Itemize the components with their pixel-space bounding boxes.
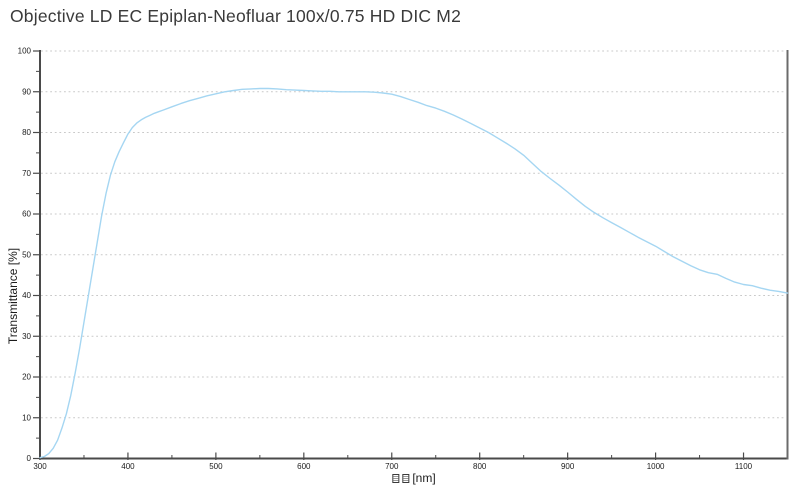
y-tick-label: 90 bbox=[22, 87, 31, 96]
chart-title: Objective LD EC Epiplan-Neofluar 100x/0.… bbox=[10, 6, 462, 26]
x-tick-label: 1000 bbox=[647, 462, 665, 471]
x-tick-label: 800 bbox=[473, 462, 487, 471]
missing-glyph-box-icon bbox=[402, 473, 410, 483]
x-tick-label: 900 bbox=[561, 462, 575, 471]
y-tick-label: 100 bbox=[18, 47, 32, 56]
x-axis-unit-label: [nm] bbox=[412, 471, 436, 485]
x-tick-label: 300 bbox=[33, 462, 47, 471]
x-tick-label: 1100 bbox=[735, 462, 753, 471]
x-axis-title: [nm] bbox=[392, 471, 436, 485]
y-axis-title: Transmittance [%] bbox=[6, 247, 20, 345]
y-tick-label: 10 bbox=[22, 413, 31, 422]
x-tick-label: 700 bbox=[385, 462, 399, 471]
y-tick-label: 70 bbox=[22, 169, 31, 178]
transmittance-curve bbox=[39, 87, 789, 459]
y-tick-label: 20 bbox=[22, 373, 31, 382]
x-tick-label: 500 bbox=[209, 462, 223, 471]
x-tick-label: 600 bbox=[297, 462, 311, 471]
y-tick-label: 40 bbox=[22, 291, 31, 300]
y-tick-label: 30 bbox=[22, 332, 31, 341]
y-tick-label: 60 bbox=[22, 210, 31, 219]
y-tick-label: 0 bbox=[27, 454, 32, 463]
missing-glyph-box-icon bbox=[392, 473, 400, 483]
x-tick-label: 400 bbox=[121, 462, 135, 471]
y-tick-label: 50 bbox=[22, 250, 31, 259]
y-tick-label: 80 bbox=[22, 128, 31, 137]
